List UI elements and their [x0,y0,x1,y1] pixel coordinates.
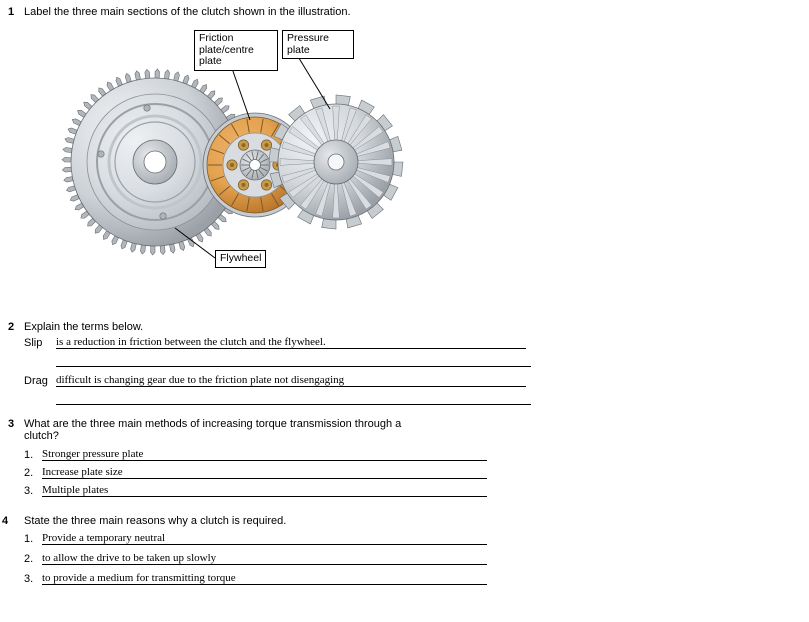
q3-a3[interactable]: Multiple plates [42,484,487,497]
q4-a1[interactable]: Provide a temporary neutral [42,532,487,545]
q2-slip-blank2[interactable] [56,354,531,367]
q3-n1: 1. [24,449,33,461]
q2-text: Explain the terms below. [24,321,143,333]
q3-number: 3 [8,418,14,430]
label-pressure-plate: Pressure plate [282,30,354,59]
q4-n2: 2. [24,553,33,565]
label-friction-plate: Friction plate/centre plate [194,30,278,71]
q1-number: 1 [8,6,14,18]
label-flywheel: Flywheel [215,250,266,268]
q4-n1: 1. [24,533,33,545]
q4-n3: 3. [24,573,33,585]
q2-drag-answer[interactable]: difficult is changing gear due to the fr… [56,374,526,387]
q2-slip-label: Slip [24,337,42,349]
q2-number: 2 [8,321,14,333]
q3-n2: 2. [24,467,33,479]
q4-a2[interactable]: to allow the drive to be taken up slowly [42,552,487,565]
q3-n3: 3. [24,485,33,497]
q3-text: What are the three main methods of incre… [24,418,524,442]
pressure-plate-group [269,95,403,229]
q4-number: 4 [2,515,8,527]
q2-drag-label: Drag [24,375,48,387]
q2-slip-answer[interactable]: is a reduction in friction between the c… [56,336,526,349]
q4-text: State the three main reasons why a clutc… [24,515,286,527]
q3-a1[interactable]: Stronger pressure plate [42,448,487,461]
q2-drag-blank2[interactable] [56,392,531,405]
q1-text: Label the three main sections of the clu… [24,6,351,18]
q4-a3[interactable]: to provide a medium for transmitting tor… [42,572,487,585]
q3-a2[interactable]: Increase plate size [42,466,487,479]
